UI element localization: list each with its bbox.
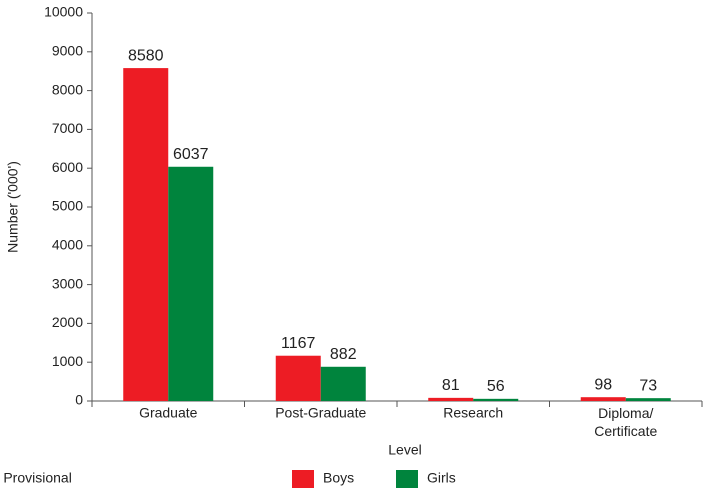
value-label: 6037 bbox=[173, 146, 209, 163]
y-tick-label: 7000 bbox=[52, 120, 83, 136]
bar bbox=[625, 398, 671, 401]
bar bbox=[320, 366, 366, 401]
y-axis-label: Number ('000') bbox=[5, 161, 21, 253]
value-label: 1167 bbox=[281, 335, 316, 352]
legend-label: Boys bbox=[323, 470, 354, 486]
bar bbox=[580, 397, 626, 401]
y-tick-label: 9000 bbox=[52, 43, 83, 59]
y-tick-label: 1000 bbox=[52, 353, 83, 369]
bar bbox=[428, 397, 474, 401]
x-axis-label: Level bbox=[388, 442, 421, 458]
x-tick-label: Diploma/Certificate bbox=[594, 405, 657, 439]
bar bbox=[168, 166, 214, 401]
bar bbox=[123, 68, 169, 401]
legend-label: Girls bbox=[427, 470, 456, 486]
legend-swatch bbox=[396, 470, 418, 488]
y-tick-label: 0 bbox=[75, 392, 83, 408]
bar bbox=[473, 398, 519, 401]
footnote: * Provisional bbox=[0, 470, 72, 486]
value-label: 882 bbox=[330, 346, 357, 363]
y-tick-label: 8000 bbox=[52, 81, 83, 97]
value-label: 81 bbox=[442, 377, 460, 394]
value-label: 56 bbox=[487, 378, 505, 395]
legend-swatch bbox=[292, 470, 314, 488]
value-label: 98 bbox=[594, 376, 612, 393]
y-tick-label: 2000 bbox=[52, 314, 83, 330]
x-tick-label: Post-Graduate bbox=[275, 405, 366, 421]
y-tick-label: 3000 bbox=[52, 275, 83, 291]
bar bbox=[275, 355, 321, 401]
x-tick-label: Research bbox=[443, 405, 503, 421]
y-tick-label: 10000 bbox=[44, 4, 83, 20]
value-label: 73 bbox=[639, 377, 657, 394]
y-tick-label: 5000 bbox=[52, 198, 83, 214]
y-tick-label: 4000 bbox=[52, 237, 83, 253]
value-label: 8580 bbox=[128, 47, 164, 64]
y-tick-label: 6000 bbox=[52, 159, 83, 175]
x-tick-label: Graduate bbox=[139, 405, 198, 421]
